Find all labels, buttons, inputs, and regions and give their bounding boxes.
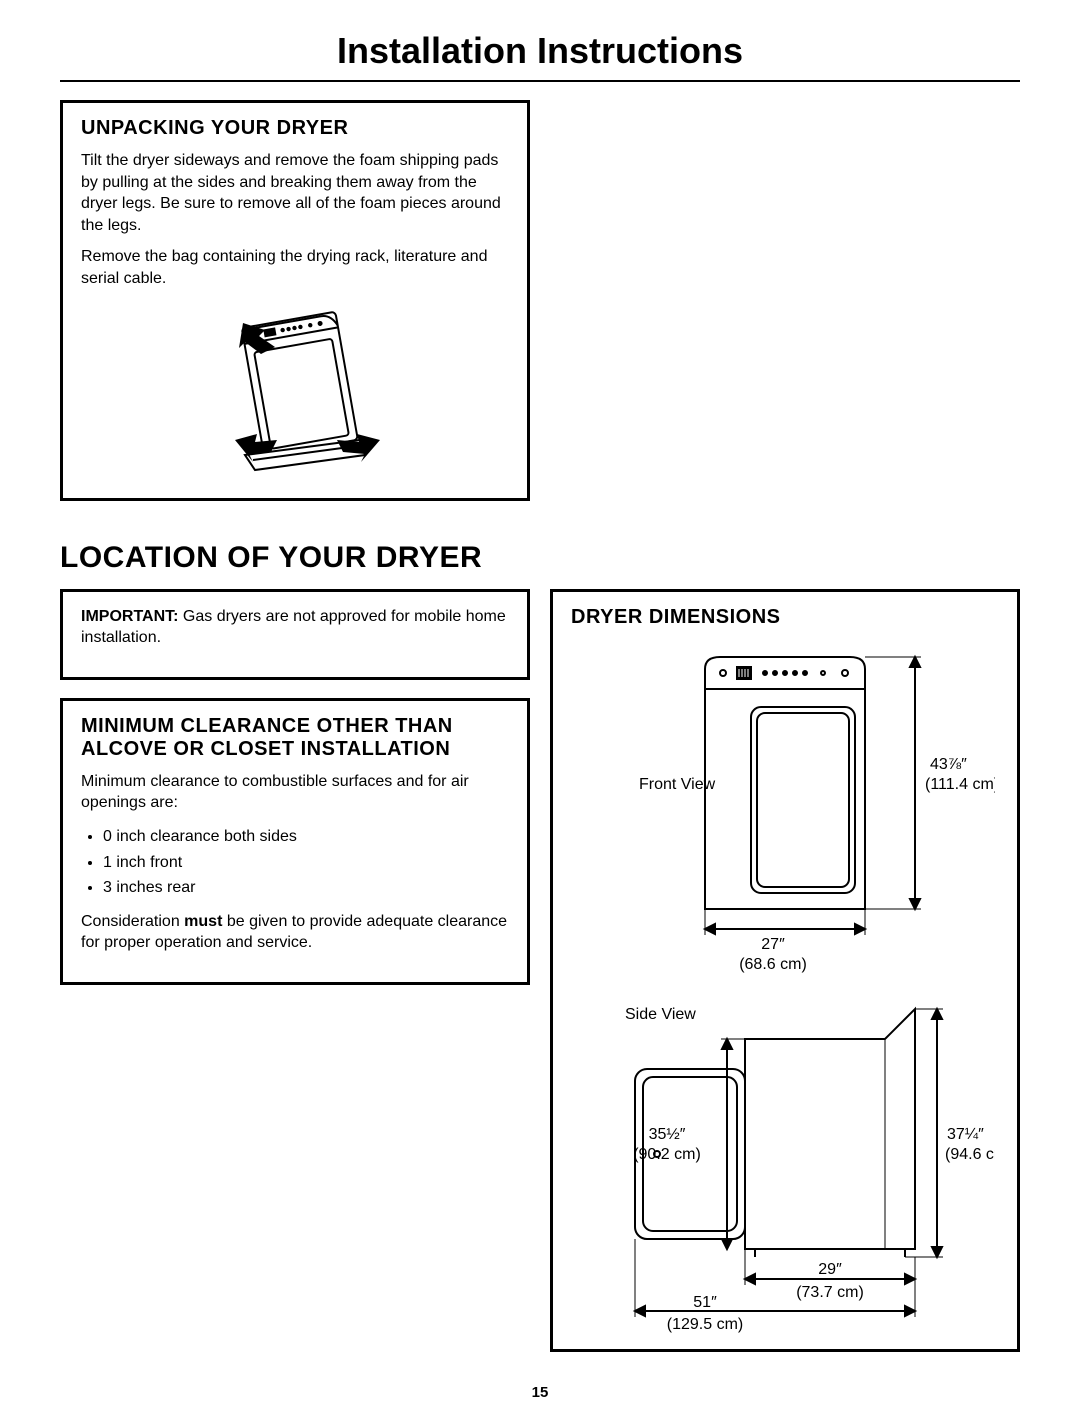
- location-heading: LOCATION OF YOUR DRYER: [60, 541, 1020, 575]
- page-number: 15: [60, 1384, 1020, 1401]
- open-depth-cm: (129.5 cm): [667, 1316, 743, 1333]
- side-view-label: Side View: [625, 1006, 696, 1023]
- clearance-note-bold: must: [184, 913, 222, 930]
- overall-h-cm: (94.6 cm): [945, 1146, 995, 1163]
- clearance-heading: MINIMUM CLEARANCE OTHER THAN ALCOVE OR C…: [81, 715, 509, 761]
- height-in: 43⅞″: [930, 756, 967, 773]
- clearance-item: 3 inches rear: [103, 875, 509, 901]
- clearance-item: 1 inch front: [103, 850, 509, 876]
- clearance-note: Consideration must be given to provide a…: [81, 911, 509, 954]
- unpacking-diagram: [185, 300, 405, 480]
- clearance-intro: Minimum clearance to combustible surface…: [81, 771, 509, 814]
- width-in: 27″: [761, 936, 785, 953]
- important-text: IMPORTANT: Gas dryers are not approved f…: [81, 606, 509, 649]
- depth-in: 29″: [818, 1261, 842, 1278]
- dimensions-heading: DRYER DIMENSIONS: [571, 606, 999, 629]
- horizontal-rule: [60, 80, 1020, 82]
- height-cm: (111.4 cm): [925, 776, 995, 793]
- clearance-box: MINIMUM CLEARANCE OTHER THAN ALCOVE OR C…: [60, 698, 530, 985]
- important-label: IMPORTANT:: [81, 608, 178, 625]
- clearance-item: 0 inch clearance both sides: [103, 824, 509, 850]
- clearance-list: 0 inch clearance both sides 1 inch front…: [81, 824, 509, 901]
- open-depth-in: 51″: [693, 1294, 717, 1311]
- unpacking-para1: Tilt the dryer sideways and remove the f…: [81, 150, 509, 236]
- dimensions-box: DRYER DIMENSIONS: [550, 589, 1020, 1352]
- body-h-cm: (90.2 cm): [633, 1146, 701, 1163]
- unpacking-para2: Remove the bag containing the drying rac…: [81, 246, 509, 289]
- overall-h-in: 37¼″: [947, 1126, 984, 1143]
- important-box: IMPORTANT: Gas dryers are not approved f…: [60, 589, 530, 680]
- width-cm: (68.6 cm): [739, 956, 807, 973]
- front-view-label: Front View: [639, 776, 716, 793]
- body-h-in: 35½″: [649, 1126, 686, 1143]
- dimensions-diagram: Front View 43⅞″ (111.4 cm) 27″ (68.6 cm)…: [575, 639, 995, 1339]
- page-title: Installation Instructions: [60, 30, 1020, 72]
- depth-cm: (73.7 cm): [796, 1284, 864, 1301]
- unpacking-box: UNPACKING YOUR DRYER Tilt the dryer side…: [60, 100, 530, 501]
- unpacking-heading: UNPACKING YOUR DRYER: [81, 117, 509, 140]
- clearance-note-pre: Consideration: [81, 913, 184, 930]
